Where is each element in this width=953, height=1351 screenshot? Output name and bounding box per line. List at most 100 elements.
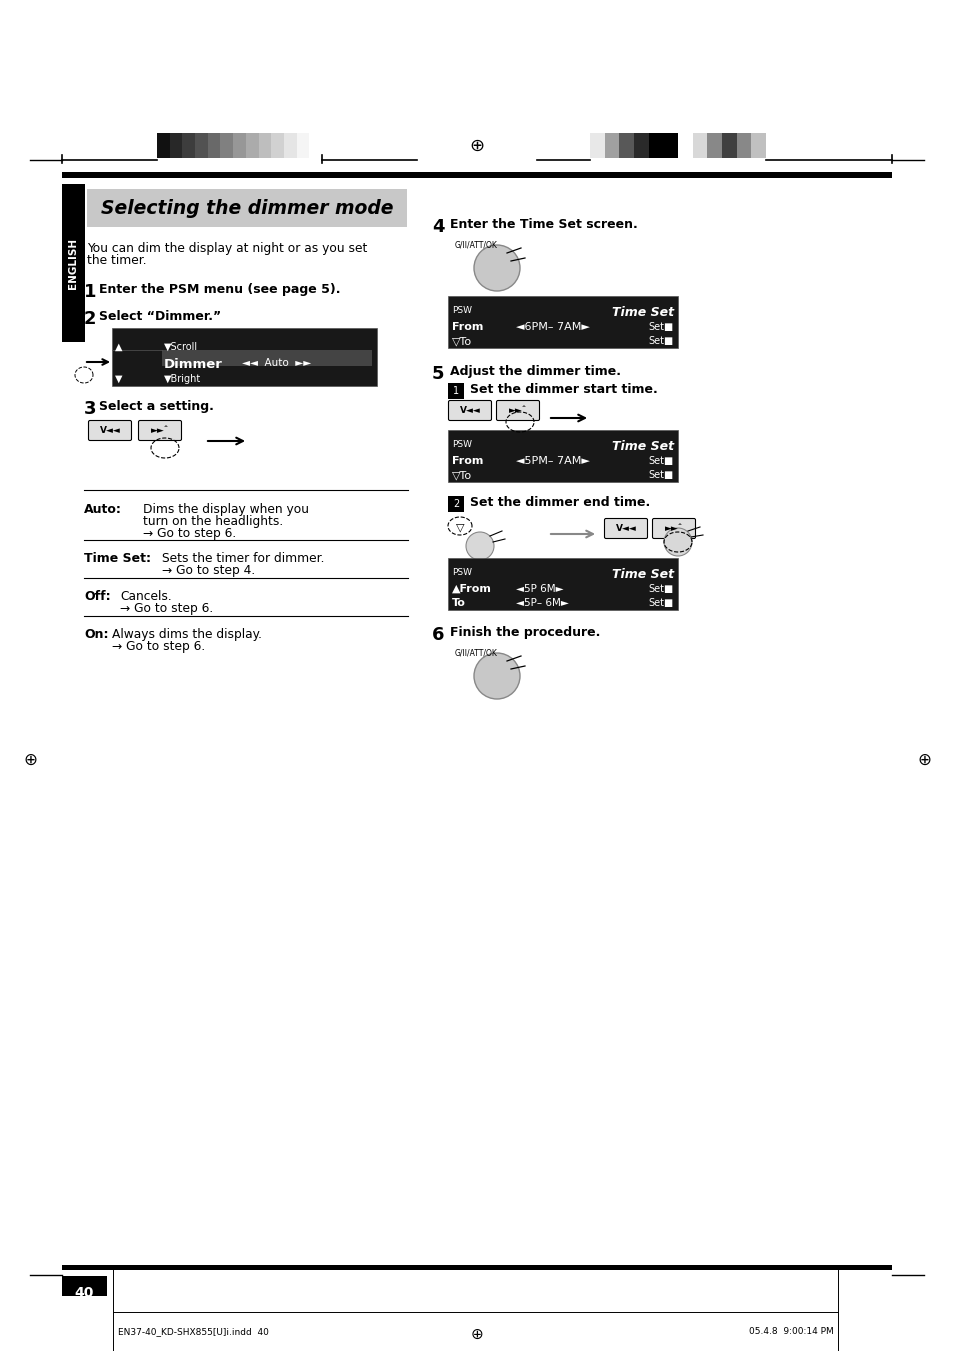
Text: Cancels.: Cancels. xyxy=(120,590,172,603)
Text: Dims the display when you: Dims the display when you xyxy=(143,503,309,516)
Text: Time Set:: Time Set: xyxy=(84,553,151,565)
Text: ►►ˆ: ►►ˆ xyxy=(508,407,527,415)
Text: Set■: Set■ xyxy=(648,336,673,346)
Text: PSW: PSW xyxy=(452,440,472,449)
Text: 5: 5 xyxy=(432,365,444,382)
Bar xyxy=(296,132,309,158)
Bar xyxy=(309,132,322,158)
Bar xyxy=(721,132,736,158)
Text: Time Set: Time Set xyxy=(611,567,673,581)
Bar xyxy=(182,132,194,158)
Bar xyxy=(448,558,678,611)
Bar xyxy=(62,184,85,342)
Text: ◄5P– 6M►: ◄5P– 6M► xyxy=(516,598,568,608)
Text: ▽To: ▽To xyxy=(452,336,472,346)
Text: 2: 2 xyxy=(453,499,458,509)
Circle shape xyxy=(474,245,519,290)
Bar xyxy=(194,132,208,158)
Text: ⊕: ⊕ xyxy=(470,1327,483,1342)
FancyBboxPatch shape xyxy=(89,420,132,440)
Text: ◄5PM– 7AM►: ◄5PM– 7AM► xyxy=(516,457,589,466)
Bar xyxy=(448,496,463,512)
Text: ▲: ▲ xyxy=(115,342,122,353)
Text: To: To xyxy=(452,598,465,608)
Bar xyxy=(648,132,662,158)
Text: ►►ˆ: ►►ˆ xyxy=(151,426,169,435)
Text: 3: 3 xyxy=(84,400,96,417)
FancyBboxPatch shape xyxy=(496,400,539,420)
Text: EN37-40_KD-SHX855[U]i.indd  40: EN37-40_KD-SHX855[U]i.indd 40 xyxy=(118,1327,269,1336)
Text: ►►ˆ: ►►ˆ xyxy=(664,524,682,534)
Bar xyxy=(692,132,706,158)
Text: From: From xyxy=(452,322,483,332)
Text: Select a setting.: Select a setting. xyxy=(99,400,213,413)
Text: ▼: ▼ xyxy=(115,374,122,384)
Text: ◄5P 6M►: ◄5P 6M► xyxy=(516,584,563,594)
Bar xyxy=(662,132,678,158)
Text: Sets the timer for dimmer.: Sets the timer for dimmer. xyxy=(162,553,324,565)
Bar xyxy=(157,132,170,158)
Circle shape xyxy=(663,528,691,557)
Bar xyxy=(284,132,296,158)
Text: Off:: Off: xyxy=(84,590,111,603)
Text: V◄◄: V◄◄ xyxy=(615,524,636,534)
Text: V◄◄: V◄◄ xyxy=(99,426,120,435)
Bar xyxy=(618,132,634,158)
Text: Select “Dimmer.”: Select “Dimmer.” xyxy=(99,309,221,323)
Text: ▼Scroll: ▼Scroll xyxy=(164,342,198,353)
Text: ◄6PM– 7AM►: ◄6PM– 7AM► xyxy=(516,322,589,332)
Bar xyxy=(112,328,376,386)
Text: ▽: ▽ xyxy=(456,521,464,532)
Text: Enter the Time Set screen.: Enter the Time Set screen. xyxy=(450,218,638,231)
Text: 1: 1 xyxy=(453,386,458,396)
Bar xyxy=(62,1275,107,1296)
Text: ▲From: ▲From xyxy=(452,584,492,594)
FancyBboxPatch shape xyxy=(652,519,695,539)
Bar xyxy=(162,350,372,366)
Text: PSW: PSW xyxy=(452,567,472,577)
Circle shape xyxy=(474,653,519,698)
FancyBboxPatch shape xyxy=(138,420,181,440)
Bar xyxy=(448,430,678,482)
Text: ENGLISH: ENGLISH xyxy=(69,238,78,289)
Text: 2: 2 xyxy=(84,309,96,328)
Bar xyxy=(604,132,618,158)
Bar xyxy=(736,132,751,158)
Text: ⊕: ⊕ xyxy=(916,751,930,769)
Bar xyxy=(751,132,765,158)
Text: ◄◄  Auto  ►►: ◄◄ Auto ►► xyxy=(242,358,311,367)
Text: G/II/ATT/OK: G/II/ATT/OK xyxy=(455,648,497,658)
Text: 6: 6 xyxy=(432,626,444,644)
Text: ⊕: ⊕ xyxy=(469,136,484,155)
Bar xyxy=(678,132,692,158)
FancyBboxPatch shape xyxy=(448,400,491,420)
Text: Finish the procedure.: Finish the procedure. xyxy=(450,626,599,639)
Text: On:: On: xyxy=(84,628,109,640)
Text: → Go to step 6.: → Go to step 6. xyxy=(143,527,236,540)
Bar xyxy=(634,132,648,158)
Text: ▼Bright: ▼Bright xyxy=(164,374,201,384)
Bar xyxy=(706,132,721,158)
Text: Time Set: Time Set xyxy=(611,440,673,453)
Text: turn on the headlights.: turn on the headlights. xyxy=(143,515,283,528)
Bar xyxy=(62,172,891,178)
Bar xyxy=(233,132,246,158)
Text: Selecting the dimmer mode: Selecting the dimmer mode xyxy=(101,199,393,218)
Bar xyxy=(448,296,678,349)
Text: G/II/ATT/OK: G/II/ATT/OK xyxy=(455,240,497,250)
Bar xyxy=(62,1265,891,1270)
Text: the timer.: the timer. xyxy=(87,254,147,267)
Text: 40: 40 xyxy=(74,1286,93,1300)
Bar xyxy=(246,132,258,158)
Text: Set the dimmer start time.: Set the dimmer start time. xyxy=(470,382,657,396)
Text: Time Set: Time Set xyxy=(611,305,673,319)
Bar xyxy=(448,382,463,399)
FancyBboxPatch shape xyxy=(604,519,647,539)
Text: From: From xyxy=(452,457,483,466)
Text: → Go to step 6.: → Go to step 6. xyxy=(112,640,205,653)
Text: 1: 1 xyxy=(84,282,96,301)
Bar xyxy=(271,132,284,158)
Text: Set■: Set■ xyxy=(648,470,673,480)
Text: ⊕: ⊕ xyxy=(23,751,37,769)
Text: Set the dimmer end time.: Set the dimmer end time. xyxy=(470,496,650,509)
